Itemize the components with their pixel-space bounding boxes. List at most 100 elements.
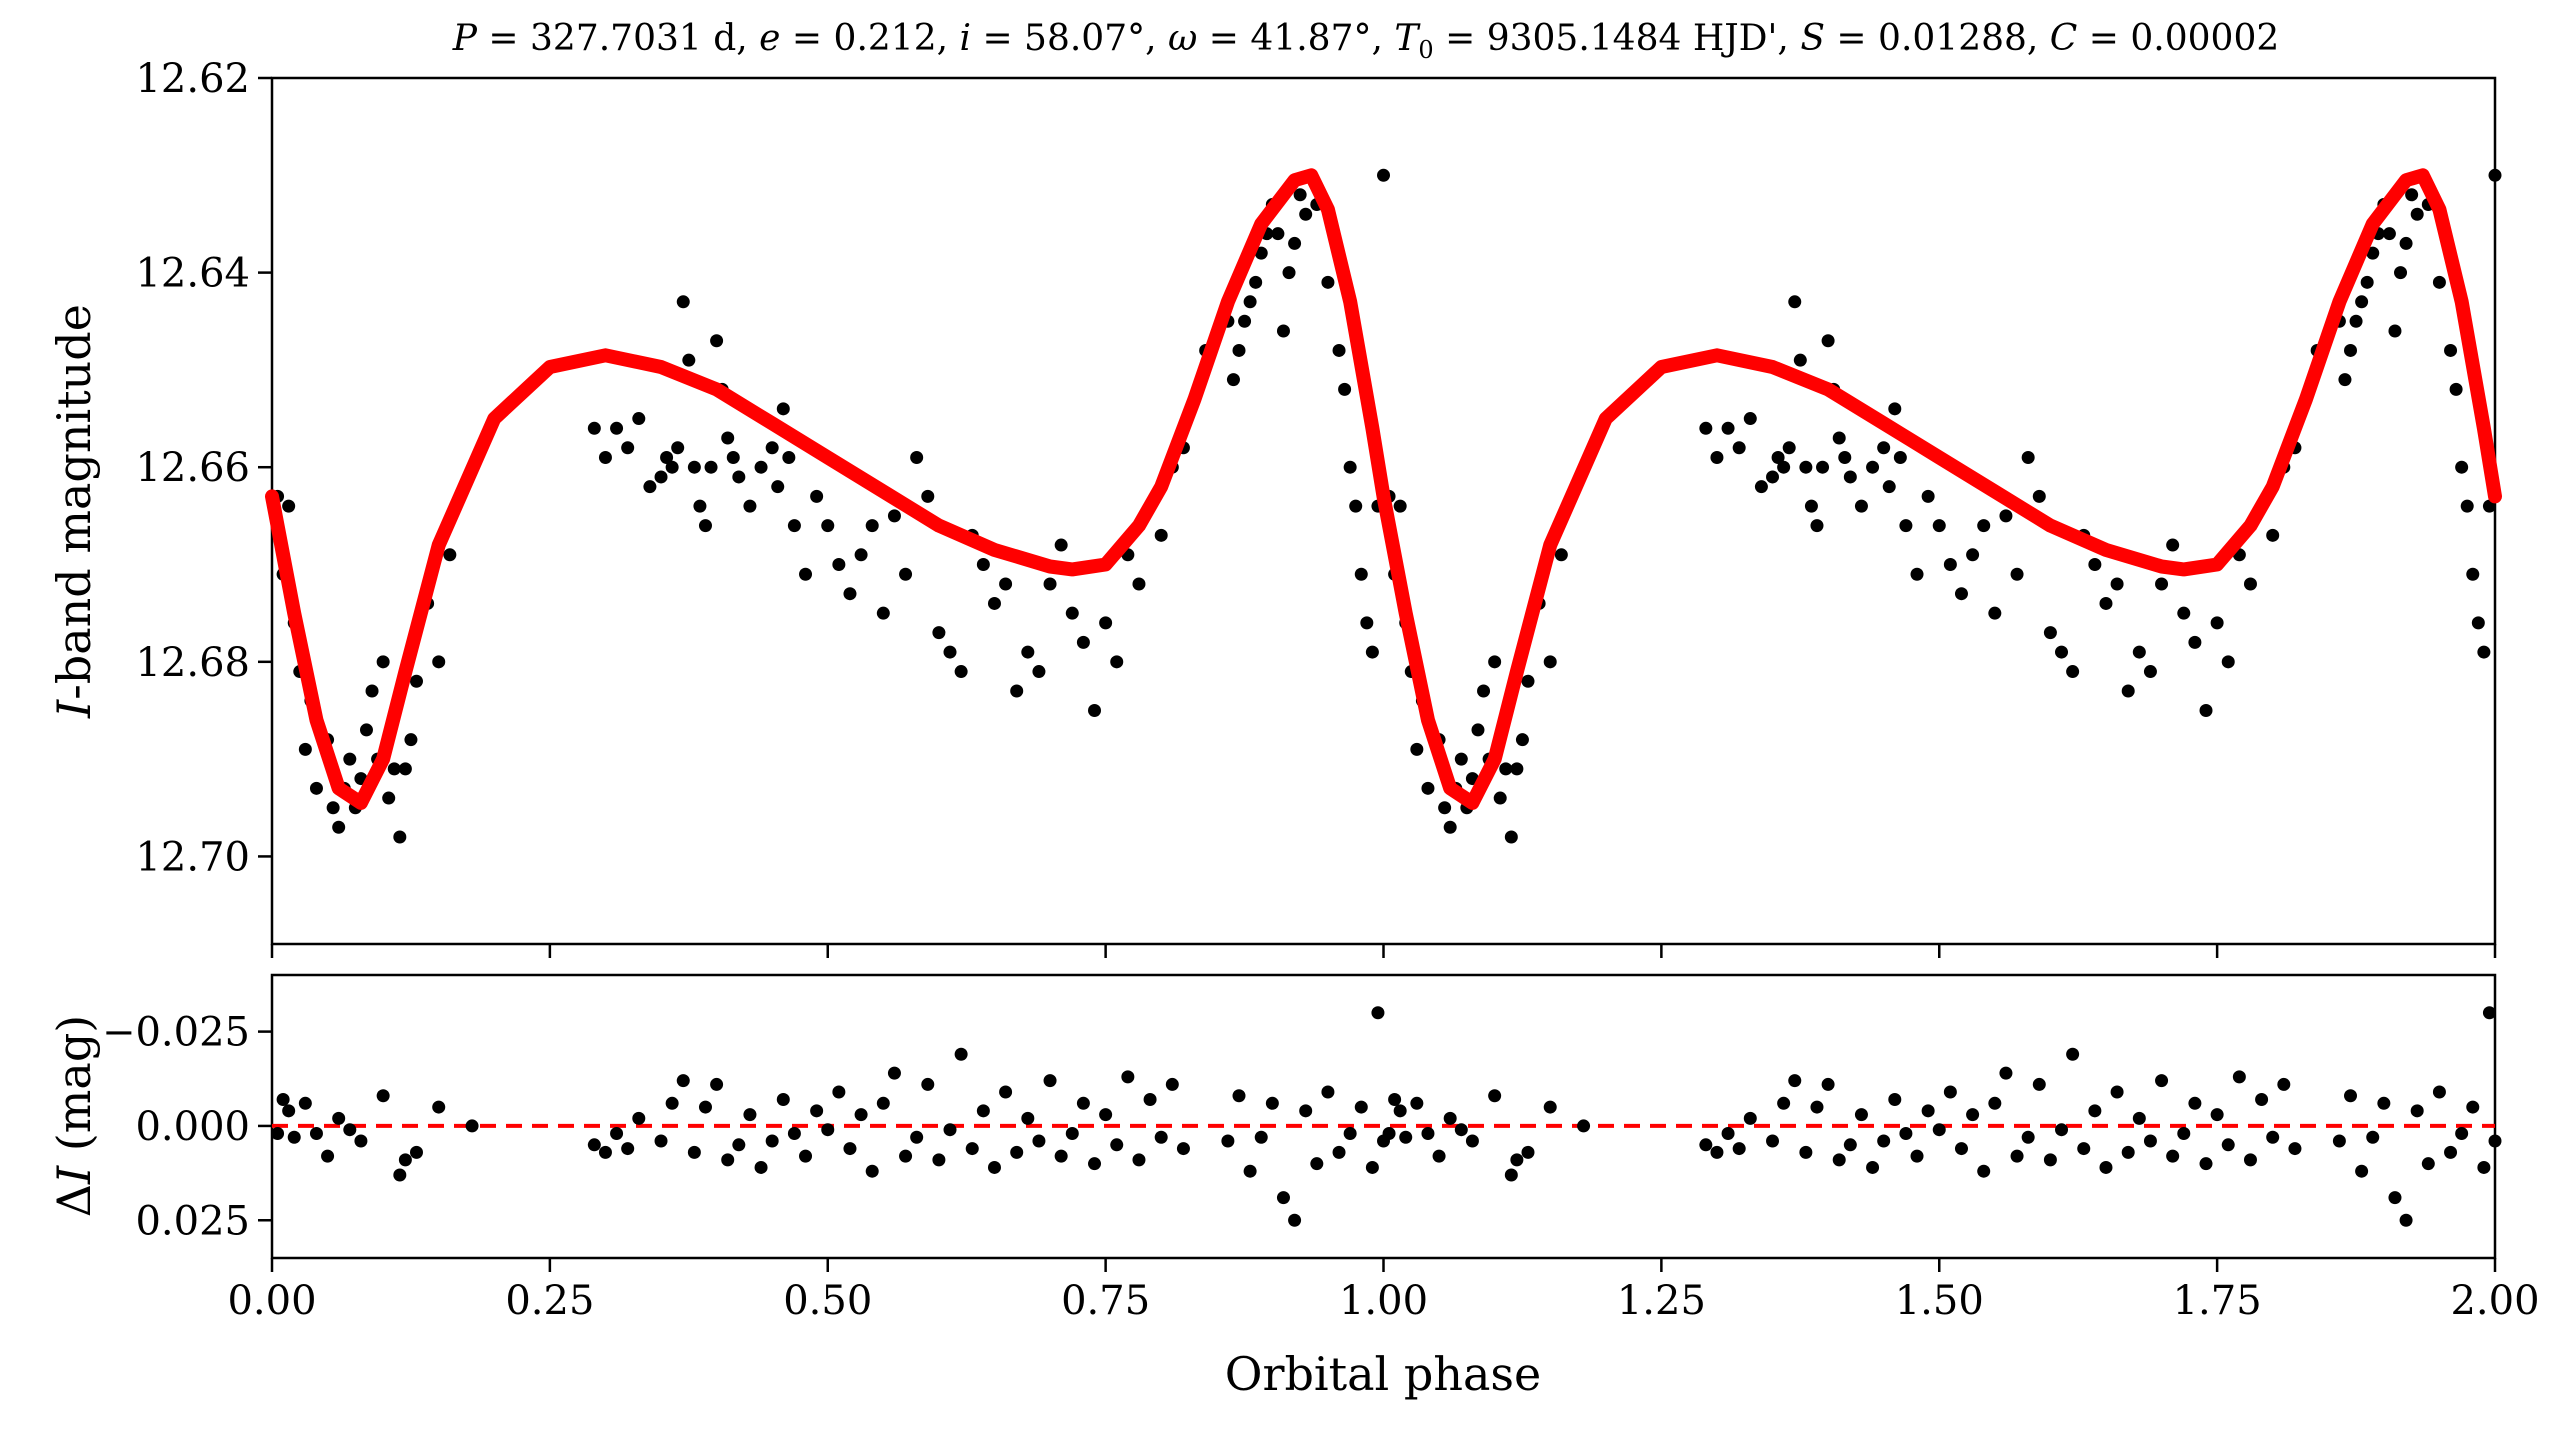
title-s-value: = 0.01288, (1825, 18, 2050, 59)
bottom-x-axis: 0.00 0.25 0.50 0.75 1.00 1.25 1.50 1.75 2.00 (227, 1258, 2540, 1324)
observation-point (2166, 538, 2180, 552)
residual-point (321, 1149, 335, 1163)
observation-point (2099, 596, 2113, 610)
observation-point (2344, 343, 2358, 357)
observation-point (676, 295, 690, 309)
residual-point (1504, 1168, 1518, 1182)
observation-point (887, 509, 901, 523)
top-y-tick-label: 12.62 (135, 56, 250, 102)
residual-point (1732, 1142, 1746, 1156)
residual-point (2388, 1191, 2402, 1205)
observation-point (821, 519, 835, 533)
residual-point (2099, 1160, 2113, 1174)
observation-point (2444, 343, 2458, 357)
residual-point (2221, 1138, 2235, 1152)
residual-point (1288, 1213, 1302, 1227)
residual-point (1521, 1145, 1535, 1159)
observation-point (326, 801, 340, 815)
title-i-value: = 58.07°, (971, 18, 1168, 59)
observation-point (443, 548, 457, 562)
residual-point (1032, 1134, 1046, 1148)
title-omega-value: = 41.87°, (1197, 18, 1394, 59)
observation-point (2394, 266, 2408, 280)
bottom-y-tick-label: 0.000 (135, 1104, 250, 1150)
residual-point (2110, 1085, 2124, 1099)
residual-point (2243, 1153, 2257, 1167)
residual-point (343, 1123, 357, 1137)
residual-point (2399, 1213, 2413, 1227)
observation-point (693, 499, 707, 513)
residual-point (1299, 1104, 1313, 1118)
observation-point (698, 519, 712, 533)
observation-point (1377, 168, 1390, 182)
observation-point (1754, 480, 1768, 494)
observation-point (1010, 684, 1024, 698)
bottom-x-tick-label: 2.00 (2450, 1278, 2539, 1324)
title-p-value: = 327.7031 d, (477, 18, 759, 59)
title-t-subscript: 0 (1418, 36, 1433, 64)
observation-point (1110, 655, 1124, 669)
observation-point (1054, 538, 1068, 552)
residual-point (2199, 1157, 2213, 1171)
residual-point (765, 1134, 779, 1148)
observation-point (1816, 460, 1830, 474)
residual-point (432, 1100, 446, 1114)
observation-point (2405, 188, 2419, 202)
observation-point (1293, 188, 1307, 202)
observation-point (1276, 324, 1290, 338)
residual-point (1254, 1130, 1268, 1144)
observation-point (1732, 441, 1746, 455)
observation-point (2488, 168, 2502, 182)
observation-point (1766, 470, 1780, 484)
residual-point (965, 1142, 979, 1156)
observation-point (1032, 665, 1046, 679)
residual-point (732, 1138, 746, 1152)
residual-point (2488, 1134, 2502, 1148)
top-y-axis-label: I-band magnitude (47, 304, 101, 719)
model-curve (265, 168, 2502, 810)
observation-point (2188, 635, 2202, 649)
observation-point (1343, 460, 1357, 474)
residual-point (1432, 1149, 1446, 1163)
residual-point (2188, 1096, 2202, 1110)
residual-point (854, 1108, 868, 1122)
residual-point (1143, 1093, 1157, 1107)
observation-point (1238, 314, 1252, 328)
observation-point (1866, 460, 1880, 474)
observation-point (1554, 548, 1568, 562)
title-t-symbol: T (1394, 18, 1421, 59)
residual-point (309, 1126, 323, 1140)
observation-point (2349, 314, 2363, 328)
observation-point (1504, 830, 1518, 844)
observation-point (1510, 762, 1524, 776)
bottom-y-tick-label: 0.025 (135, 1198, 250, 1244)
observation-point (1515, 733, 1529, 747)
observation-point (1288, 236, 1302, 250)
observation-point (1338, 382, 1352, 396)
observation-point (782, 450, 796, 464)
residual-point (1877, 1134, 1891, 1148)
observation-point (2382, 227, 2396, 241)
residual-point (2032, 1077, 2046, 1091)
observation-point (2110, 577, 2124, 591)
observation-point (1788, 295, 1802, 309)
observation-point (309, 781, 323, 795)
observation-point (2432, 275, 2446, 289)
residual-point (1954, 1142, 1968, 1156)
residual-point (887, 1066, 901, 1080)
residual-point (1454, 1123, 1468, 1137)
observation-point (398, 762, 412, 776)
observation-point (2043, 626, 2057, 640)
residual-point (2266, 1130, 2280, 1144)
observation-point (2477, 645, 2491, 659)
residual-point (2177, 1126, 2191, 1140)
bottom-x-tick-label: 0.25 (505, 1278, 594, 1324)
residual-point (1921, 1104, 1935, 1118)
title-e-symbol: e (759, 18, 780, 59)
residual-point (1932, 1123, 1946, 1137)
residual-point (2132, 1111, 2146, 1125)
observation-point (2143, 665, 2157, 679)
residual-point (2143, 1134, 2157, 1148)
observation-point (1393, 499, 1407, 513)
observation-point (1821, 334, 1835, 348)
